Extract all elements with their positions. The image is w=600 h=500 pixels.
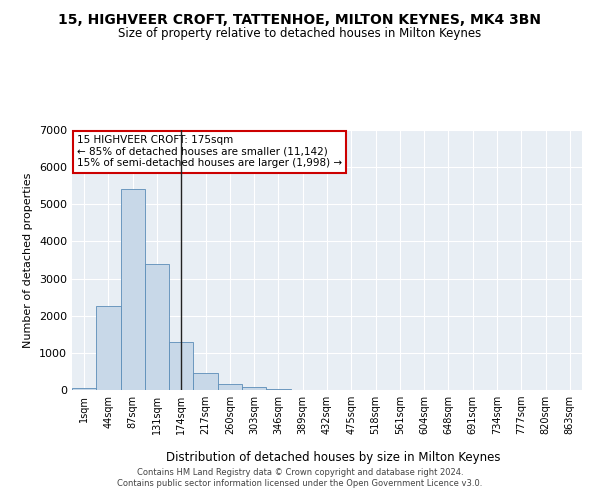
Bar <box>218 384 242 390</box>
Bar <box>96 306 121 390</box>
Text: Contains HM Land Registry data © Crown copyright and database right 2024.
Contai: Contains HM Land Registry data © Crown c… <box>118 468 482 487</box>
Bar <box>121 190 145 390</box>
Bar <box>169 342 193 390</box>
Y-axis label: Number of detached properties: Number of detached properties <box>23 172 34 348</box>
Bar <box>193 374 218 390</box>
Bar <box>242 387 266 390</box>
Text: Distribution of detached houses by size in Milton Keynes: Distribution of detached houses by size … <box>166 451 500 464</box>
Bar <box>145 264 169 390</box>
Text: 15 HIGHVEER CROFT: 175sqm
← 85% of detached houses are smaller (11,142)
15% of s: 15 HIGHVEER CROFT: 175sqm ← 85% of detac… <box>77 135 342 168</box>
Bar <box>72 388 96 390</box>
Text: 15, HIGHVEER CROFT, TATTENHOE, MILTON KEYNES, MK4 3BN: 15, HIGHVEER CROFT, TATTENHOE, MILTON KE… <box>59 12 542 26</box>
Text: Size of property relative to detached houses in Milton Keynes: Size of property relative to detached ho… <box>118 28 482 40</box>
